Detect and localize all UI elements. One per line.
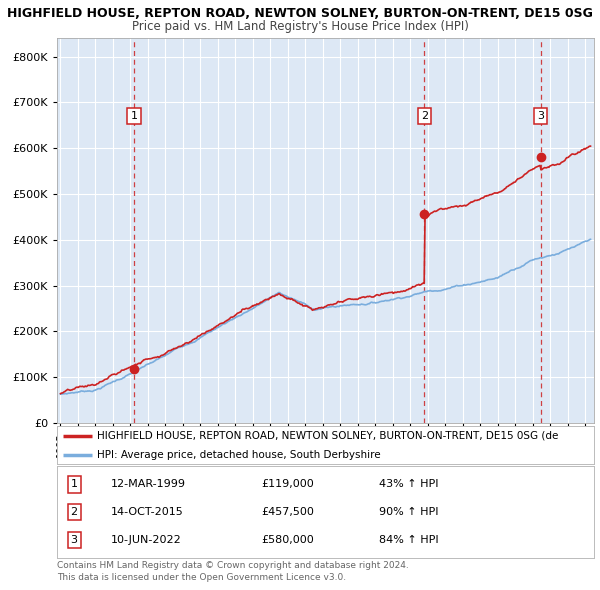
Text: 2: 2	[421, 111, 428, 121]
Text: £580,000: £580,000	[261, 535, 314, 545]
Text: 1: 1	[71, 480, 77, 489]
Text: This data is licensed under the Open Government Licence v3.0.: This data is licensed under the Open Gov…	[57, 573, 346, 582]
Text: 10-JUN-2022: 10-JUN-2022	[111, 535, 181, 545]
Text: 1: 1	[130, 111, 137, 121]
Text: 84% ↑ HPI: 84% ↑ HPI	[379, 535, 439, 545]
Text: 12-MAR-1999: 12-MAR-1999	[111, 480, 186, 489]
Text: 14-OCT-2015: 14-OCT-2015	[111, 507, 184, 517]
Text: HIGHFIELD HOUSE, REPTON ROAD, NEWTON SOLNEY, BURTON-ON-TRENT, DE15 0SG (de: HIGHFIELD HOUSE, REPTON ROAD, NEWTON SOL…	[97, 431, 559, 441]
Text: 90% ↑ HPI: 90% ↑ HPI	[379, 507, 439, 517]
Text: 3: 3	[71, 535, 77, 545]
Text: 43% ↑ HPI: 43% ↑ HPI	[379, 480, 439, 489]
Text: HPI: Average price, detached house, South Derbyshire: HPI: Average price, detached house, Sout…	[97, 450, 381, 460]
Text: £457,500: £457,500	[261, 507, 314, 517]
Text: Contains HM Land Registry data © Crown copyright and database right 2024.: Contains HM Land Registry data © Crown c…	[57, 560, 409, 569]
Text: Price paid vs. HM Land Registry's House Price Index (HPI): Price paid vs. HM Land Registry's House …	[131, 20, 469, 33]
Text: 2: 2	[71, 507, 78, 517]
Text: 3: 3	[537, 111, 544, 121]
Text: £119,000: £119,000	[261, 480, 314, 489]
Text: HIGHFIELD HOUSE, REPTON ROAD, NEWTON SOLNEY, BURTON-ON-TRENT, DE15 0SG: HIGHFIELD HOUSE, REPTON ROAD, NEWTON SOL…	[7, 7, 593, 20]
